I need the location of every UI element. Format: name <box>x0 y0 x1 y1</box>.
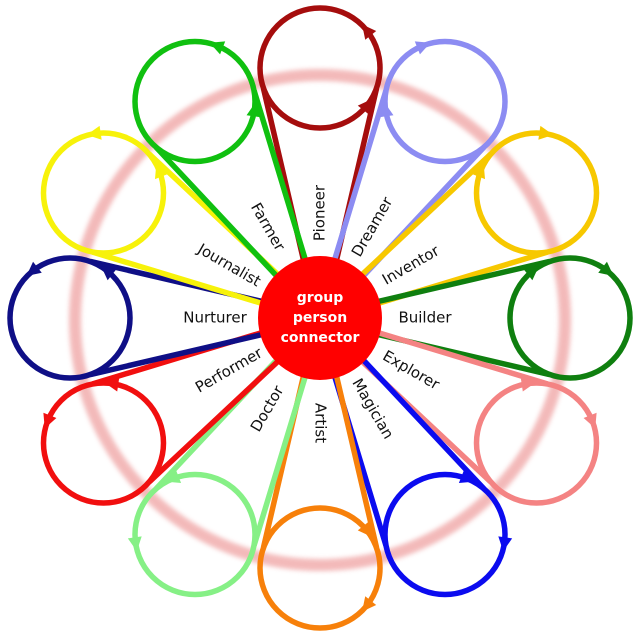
arrowhead-icon <box>498 536 513 552</box>
arrowhead-icon <box>362 596 377 612</box>
arrowhead-icon <box>471 163 486 180</box>
arrowhead-icon <box>86 125 102 140</box>
arrowhead-icon <box>583 412 597 429</box>
petal-loop-nurturer <box>7 255 133 381</box>
petal-label-farmer: Farmer <box>247 200 289 255</box>
arrowhead-icon <box>154 163 169 180</box>
petal-label-builder: Builder <box>398 309 452 327</box>
arrowhead-icon <box>357 99 372 115</box>
hub: group person connector <box>258 256 382 380</box>
petal-label-nurturer: Nurturer <box>183 309 247 327</box>
petal-label-doctor: Doctor <box>247 382 288 435</box>
arrowhead-icon <box>43 412 57 429</box>
petal-loop-doctor <box>132 471 258 598</box>
arrowhead-icon <box>598 261 614 276</box>
petal-loop-farmer <box>132 38 258 165</box>
arrowhead-icon <box>209 41 226 55</box>
petal-loop-performer <box>40 380 167 506</box>
arrowhead-icon <box>379 102 394 118</box>
arrowhead-icon <box>458 469 475 484</box>
arrowhead-icon <box>26 261 42 276</box>
petal-label-pioneer: Pioneer <box>311 184 329 241</box>
arrowhead-icon <box>101 266 117 281</box>
arrowhead-icon <box>523 266 539 281</box>
petal-loop-explorer <box>473 380 600 506</box>
petal-loop-builder <box>507 255 633 381</box>
arrowhead-icon <box>246 102 261 118</box>
arrowhead-icon <box>362 24 377 40</box>
arrowhead-icon <box>414 41 431 55</box>
background-ring <box>69 69 571 571</box>
petal-loop-dreamer <box>382 38 508 165</box>
hub-line-3: connector <box>281 330 360 346</box>
petal-label-journalist: Journalist <box>194 239 264 290</box>
petal-loop-magician <box>382 471 508 598</box>
petal-loop-pioneer <box>257 5 383 131</box>
petal-loop-artist <box>257 505 383 631</box>
arrowhead-icon <box>357 521 372 537</box>
arrowhead-icon <box>520 377 536 392</box>
petal-loop-inventor <box>473 130 600 256</box>
arrowhead-icon <box>538 125 554 140</box>
petal-label-artist: Artist <box>312 403 330 443</box>
arrowhead-icon <box>104 377 120 392</box>
hub-circle <box>258 256 382 380</box>
petal-loop-journalist <box>40 130 167 256</box>
arrowhead-icon <box>165 469 182 484</box>
hub-line-1: group <box>297 290 344 306</box>
arrowhead-icon <box>127 536 142 552</box>
hub-line-2: person <box>293 310 347 326</box>
